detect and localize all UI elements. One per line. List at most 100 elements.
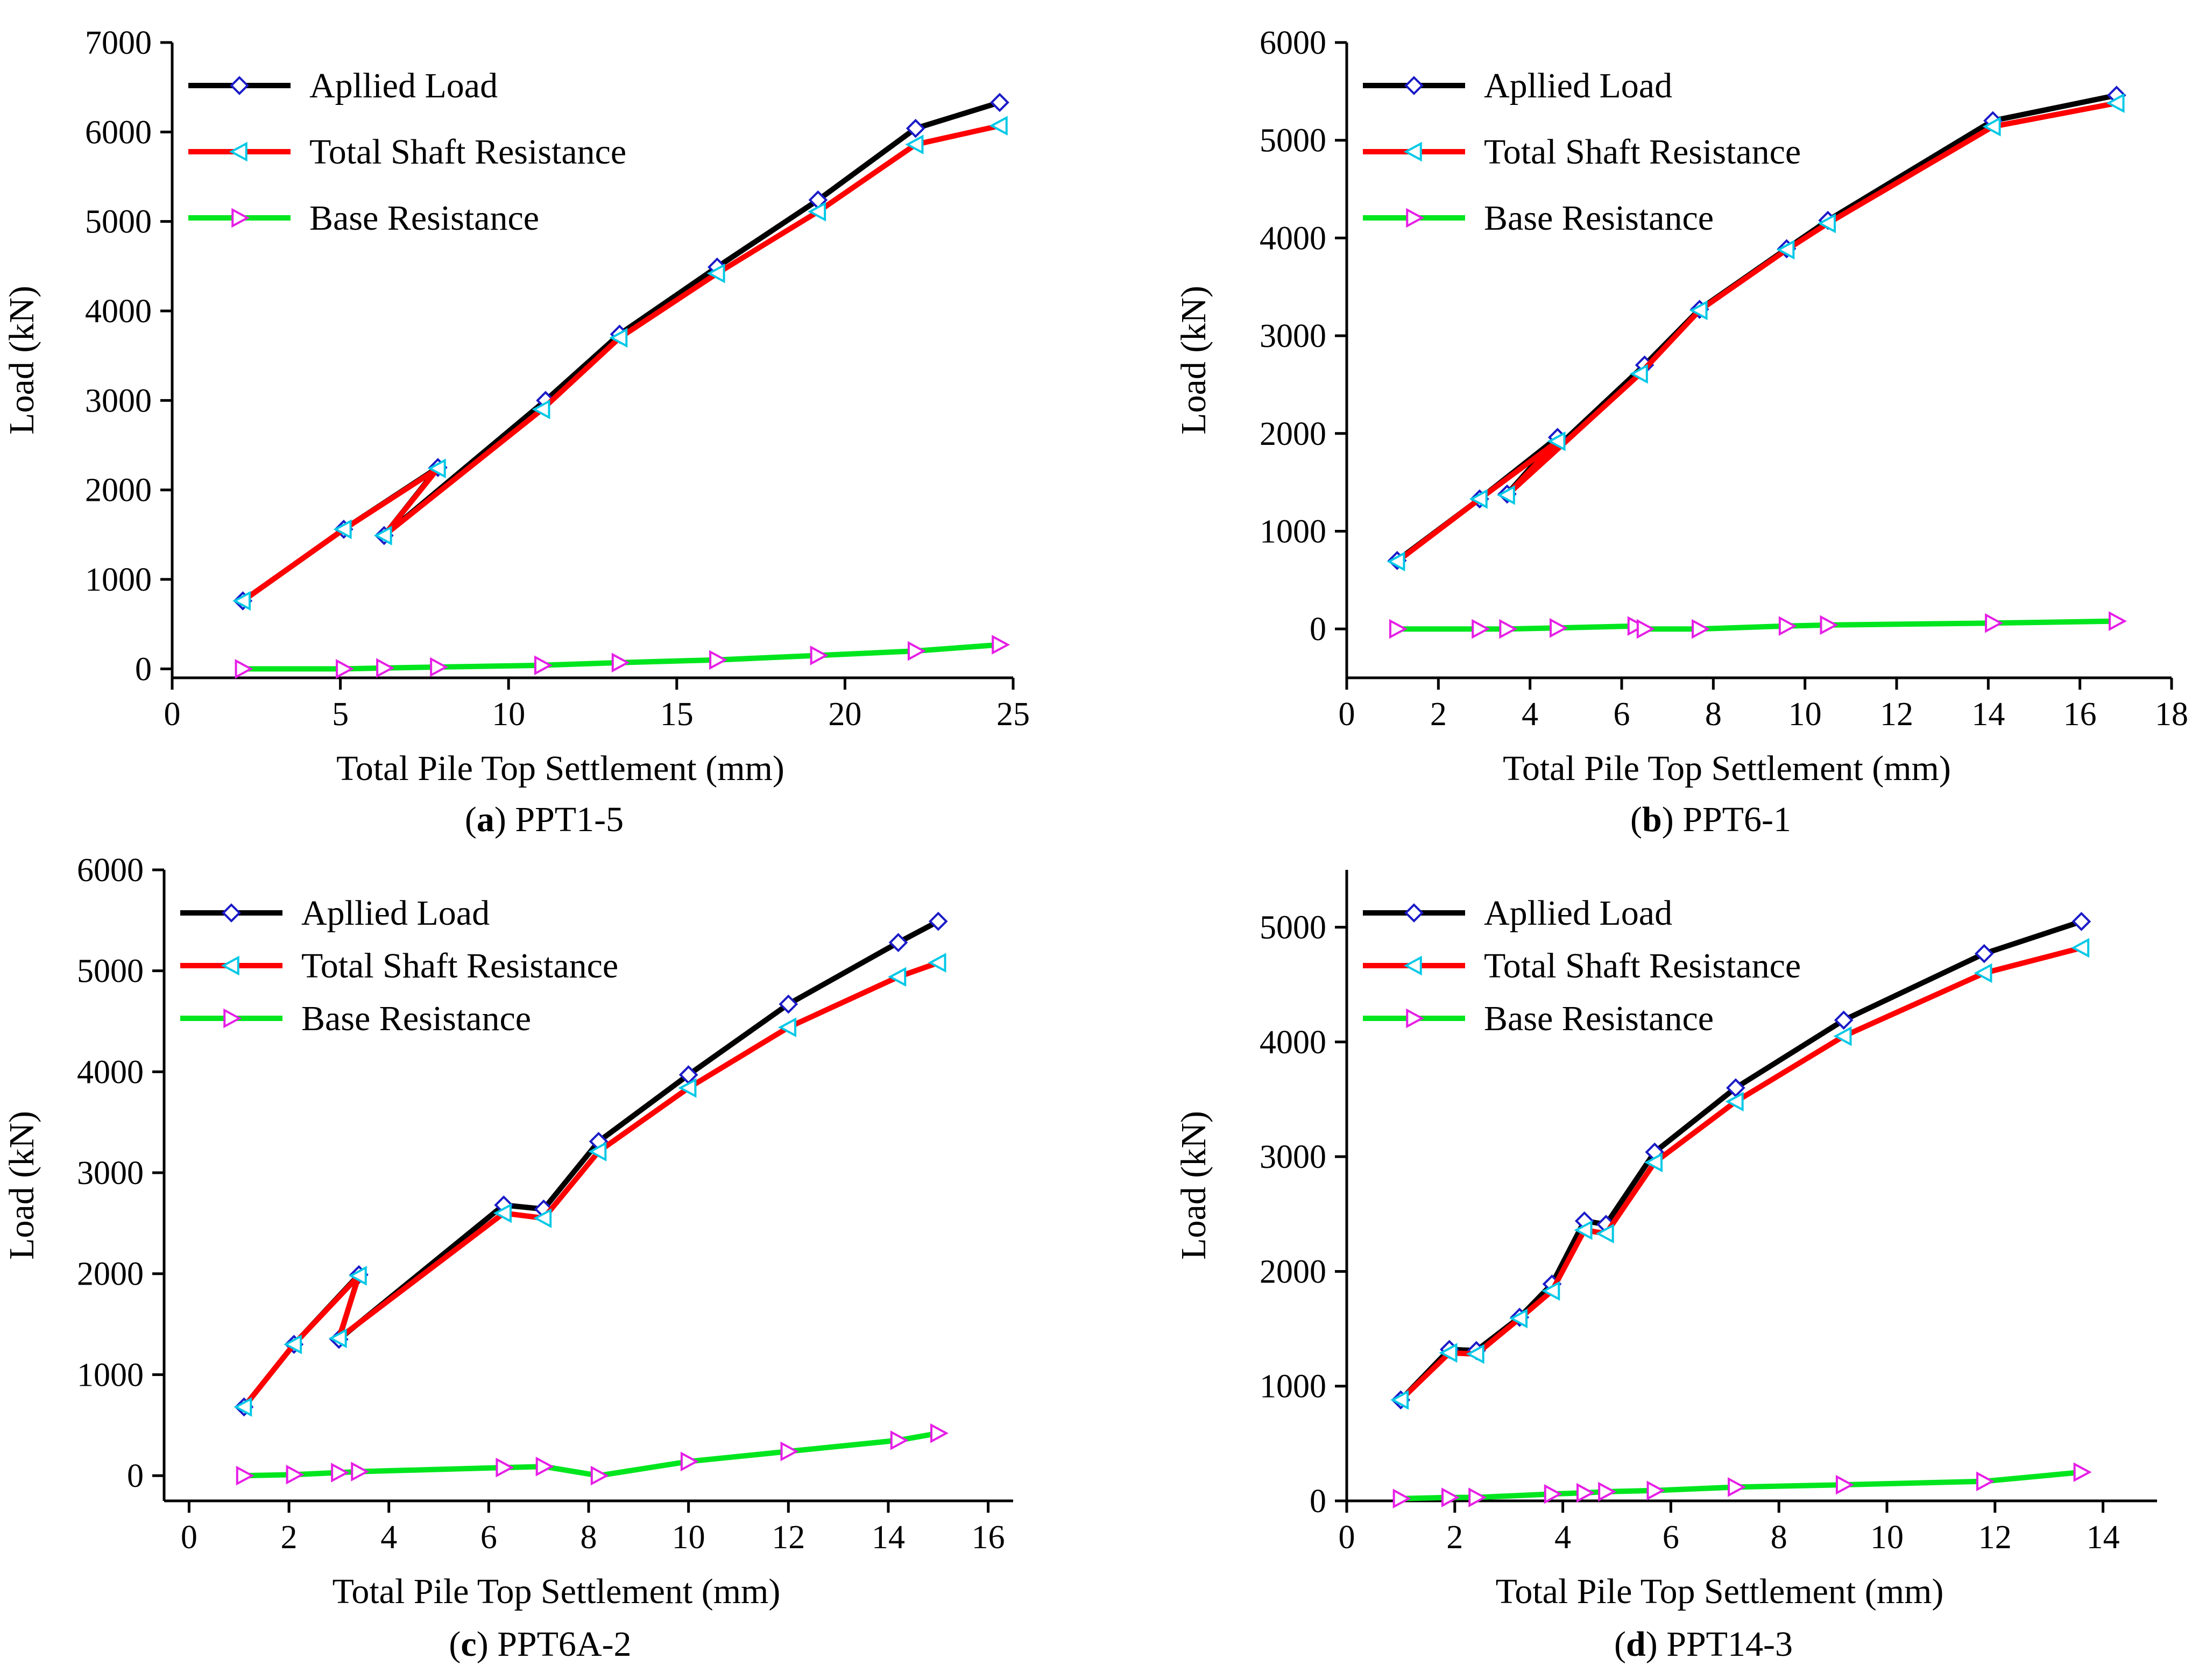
series-line-applied (241, 100, 1001, 603)
data-point-base (590, 1465, 609, 1486)
x-tick-label: 4 (380, 1519, 397, 1556)
legend-marker-base (223, 1008, 242, 1029)
legend-label-base: Base Resistance (1484, 999, 1714, 1038)
data-point-base (930, 1423, 949, 1443)
x-axis-title: Total Pile Top Settlement (mm) (1496, 1572, 1944, 1611)
series-line-base (243, 642, 1000, 672)
data-point-shaft (928, 953, 946, 973)
data-point-base (890, 1430, 909, 1450)
x-tick-label: 15 (660, 696, 694, 733)
caption-text: PPT1-5 (515, 800, 624, 839)
data-point-shaft (232, 591, 251, 611)
data-point-base (1835, 1475, 1854, 1495)
y-axis-title: Load (kN) (1174, 286, 1213, 435)
x-tick-label: 8 (1771, 1519, 1787, 1556)
data-point-shaft (427, 458, 446, 479)
data-point-applied (779, 994, 798, 1014)
x-tick-label: 16 (972, 1519, 1005, 1556)
x-tick-label: 0 (181, 1519, 197, 1556)
data-point-base (907, 641, 926, 661)
x-tick-label: 0 (1339, 696, 1355, 733)
legend-marker-shaft (1403, 141, 1422, 162)
y-tick-label: 5000 (85, 204, 152, 240)
y-tick-label: 6000 (1260, 25, 1326, 61)
series-line-applied (1398, 919, 2082, 1402)
data-point-shaft (533, 1208, 552, 1228)
data-point-base (534, 655, 553, 676)
data-point-base (1728, 1477, 1747, 1497)
y-tick-label: 2000 (85, 472, 152, 509)
legend-marker-applied (222, 903, 241, 923)
x-tick-label: 6 (480, 1519, 497, 1556)
caption-text: PPT6A-2 (497, 1625, 631, 1664)
y-tick-label: 1000 (1260, 513, 1326, 550)
x-tick-label: 8 (581, 1519, 597, 1556)
legend-label-base: Base Resistance (309, 199, 539, 238)
y-tick-label: 4000 (1260, 1024, 1326, 1061)
data-point-base (709, 650, 728, 670)
data-point-shaft (2106, 93, 2125, 114)
x-tick-label: 2 (1430, 696, 1447, 733)
data-point-shaft (1644, 1152, 1663, 1173)
y-axis-title: Load (kN) (1174, 1111, 1213, 1260)
legend-marker-base (1406, 208, 1425, 228)
y-tick-label: 3000 (77, 1155, 144, 1192)
x-tick-label: 18 (2155, 696, 2188, 733)
data-point-base (1550, 618, 1568, 638)
data-point-applied (928, 911, 948, 931)
caption-letter: d (1626, 1625, 1646, 1664)
x-tick-label: 20 (828, 696, 861, 733)
data-point-base (992, 635, 1010, 655)
data-point-shaft (1542, 1281, 1560, 1301)
y-tick-label: 2000 (77, 1256, 144, 1293)
data-point-shaft (328, 1328, 347, 1349)
data-point-base (286, 1464, 305, 1485)
caption-letter: a (477, 800, 494, 839)
legend-marker-applied (230, 76, 249, 95)
data-point-shaft (1574, 1220, 1593, 1240)
legend-label-applied: Apllied Load (309, 66, 498, 105)
data-point-base (611, 653, 630, 673)
data-point-shaft (678, 1078, 697, 1098)
panel-caption: (b) PPT6-1 (1630, 800, 1791, 839)
panel-caption: (a) PPT1-5 (465, 800, 624, 839)
data-point-shaft (1974, 963, 1992, 983)
data-point-base (351, 1462, 370, 1481)
data-point-base (2109, 611, 2127, 631)
y-tick-label: 5000 (77, 953, 144, 990)
chart-d: 0 2 4 6 8 10 12 14 0 1000 2000 3000 4000 5000 Total Pi… (1174, 870, 2157, 1664)
data-point-base (780, 1441, 799, 1462)
data-point-shaft (284, 1334, 302, 1355)
caption-letter: b (1642, 800, 1662, 839)
data-point-base (336, 659, 355, 679)
chart-c: 0 2 4 6 8 10 12 14 16 0 1000 2000 3000 4000 5000 6000 To… (2, 852, 1013, 1664)
data-point-base (1636, 619, 1655, 639)
x-tick-label: 4 (1522, 696, 1538, 733)
data-point-shaft (989, 116, 1008, 136)
data-point-shaft (588, 1142, 607, 1161)
y-tick-label: 1000 (1260, 1369, 1326, 1405)
legend-marker-shaft (1403, 955, 1422, 976)
x-tick-label: 12 (772, 1519, 805, 1556)
y-tick-label: 2000 (1260, 416, 1326, 452)
data-point-shaft (234, 1397, 252, 1417)
data-point-applied (1726, 1078, 1745, 1098)
y-tick-label: 5000 (1260, 123, 1326, 159)
data-point-shaft (373, 526, 392, 545)
legend-marker-base (231, 208, 250, 228)
legend-label-base: Base Resistance (1484, 199, 1714, 238)
y-tick-label: 6000 (77, 852, 144, 889)
data-point-base (1499, 619, 1518, 639)
legend-marker-shaft (229, 141, 248, 162)
y-tick-label: 3000 (85, 382, 152, 419)
data-point-base (1468, 1487, 1487, 1507)
data-point-base (1472, 619, 1490, 639)
data-point-base (235, 659, 253, 679)
data-point-shaft (493, 1203, 512, 1223)
data-point-applied (990, 93, 1009, 112)
caption-letter: c (461, 1625, 476, 1664)
legend-label-shaft: Total Shaft Resistance (309, 132, 626, 172)
x-tick-label: 2 (281, 1519, 298, 1556)
y-tick-label: 4000 (1260, 220, 1326, 257)
data-point-shaft (1469, 489, 1488, 509)
